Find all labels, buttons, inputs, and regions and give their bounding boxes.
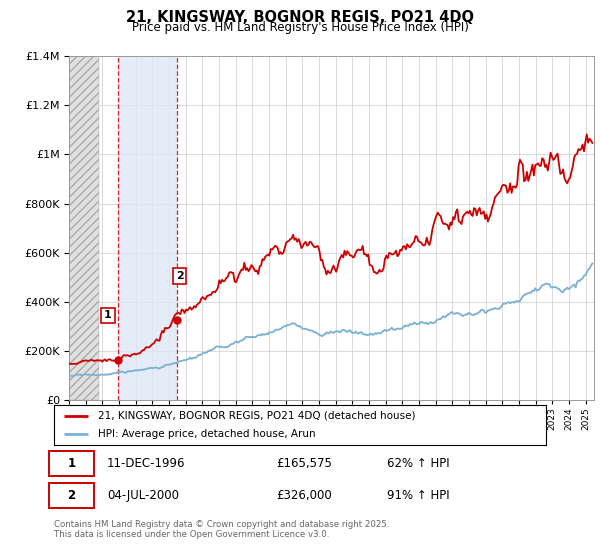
Bar <box>118 56 178 400</box>
Text: £326,000: £326,000 <box>276 489 332 502</box>
Bar <box>69 56 99 400</box>
Text: 2: 2 <box>67 489 76 502</box>
Text: HPI: Average price, detached house, Arun: HPI: Average price, detached house, Arun <box>98 430 316 439</box>
Text: 21, KINGSWAY, BOGNOR REGIS, PO21 4DQ: 21, KINGSWAY, BOGNOR REGIS, PO21 4DQ <box>126 10 474 25</box>
FancyBboxPatch shape <box>49 483 94 508</box>
Text: 04-JUL-2000: 04-JUL-2000 <box>107 489 179 502</box>
Text: 1: 1 <box>104 310 112 320</box>
Text: 11-DEC-1996: 11-DEC-1996 <box>107 457 185 470</box>
Text: 21, KINGSWAY, BOGNOR REGIS, PO21 4DQ (detached house): 21, KINGSWAY, BOGNOR REGIS, PO21 4DQ (de… <box>98 411 416 421</box>
FancyBboxPatch shape <box>49 451 94 475</box>
Text: 2: 2 <box>176 271 184 281</box>
Text: 1: 1 <box>67 457 76 470</box>
Text: £165,575: £165,575 <box>276 457 332 470</box>
Text: Contains HM Land Registry data © Crown copyright and database right 2025.
This d: Contains HM Land Registry data © Crown c… <box>54 520 389 539</box>
Text: 91% ↑ HPI: 91% ↑ HPI <box>386 489 449 502</box>
Text: 62% ↑ HPI: 62% ↑ HPI <box>386 457 449 470</box>
Text: Price paid vs. HM Land Registry's House Price Index (HPI): Price paid vs. HM Land Registry's House … <box>131 21 469 34</box>
